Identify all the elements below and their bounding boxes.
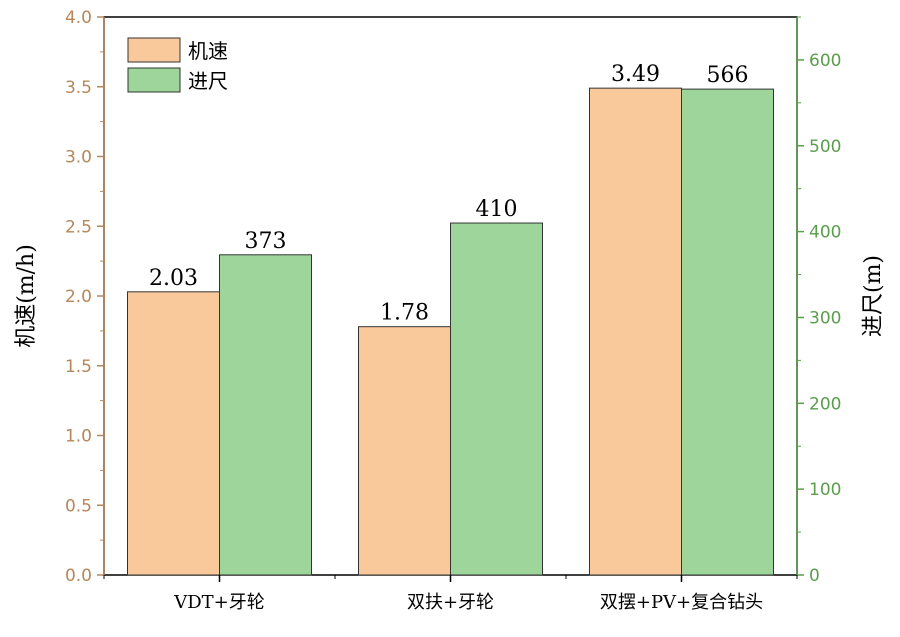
right-tick-label: 500 xyxy=(809,137,841,157)
left-axis-title: 机速(m/h) xyxy=(14,244,39,348)
left-tick-label: 3.0 xyxy=(65,148,92,168)
right-tick-label: 100 xyxy=(809,480,841,500)
bar-footage xyxy=(219,254,312,576)
left-tick-label: 0.5 xyxy=(65,496,92,516)
x-tick-label: 双扶+牙轮 xyxy=(407,592,494,613)
left-tick-label: 4.0 xyxy=(65,8,92,28)
legend-label-speed: 机速 xyxy=(188,39,228,63)
right-axis: 0 100 200 300 400 500 600 xyxy=(796,16,841,586)
bar-footage xyxy=(450,222,543,576)
data-label-footage: 410 xyxy=(476,197,518,222)
legend-label-footage: 进尺 xyxy=(188,69,228,93)
right-axis-title: 进尺(m) xyxy=(861,255,886,337)
legend-swatch-footage xyxy=(127,67,181,93)
legend: 机速 进尺 xyxy=(127,37,228,93)
left-tick-label: 1.5 xyxy=(65,357,92,377)
bar-speed xyxy=(127,291,220,576)
left-tick-label: 0.0 xyxy=(65,566,92,586)
x-tick-label: 双摆+PV+复合钻头 xyxy=(600,592,763,613)
right-tick-label: 0 xyxy=(809,566,820,586)
left-tick-label: 3.5 xyxy=(65,78,92,98)
data-label-speed: 3.49 xyxy=(611,62,660,87)
bar-speed xyxy=(589,87,682,576)
bars xyxy=(127,87,774,576)
bar-footage xyxy=(681,88,774,576)
data-label-footage: 566 xyxy=(707,63,749,88)
legend-swatch-speed xyxy=(127,37,181,63)
left-tick-label: 2.0 xyxy=(65,287,92,307)
data-labels: 2.03 373 1.78 410 3.49 566 xyxy=(149,62,748,326)
left-tick-label: 1.0 xyxy=(65,427,92,447)
x-axis: VDT+牙轮 双扶+牙轮 双摆+PV+复合钻头 xyxy=(103,575,798,613)
data-label-speed: 2.03 xyxy=(149,266,198,291)
x-tick-label: VDT+牙轮 xyxy=(173,592,265,613)
data-label-footage: 373 xyxy=(245,229,287,254)
right-tick-label: 200 xyxy=(809,394,841,414)
right-tick-label: 400 xyxy=(809,223,841,243)
left-axis: 0.0 0.5 1.0 1.5 2.0 2.5 3.0 3.5 4.0 xyxy=(65,8,105,586)
data-label-speed: 1.78 xyxy=(380,301,429,326)
bar-speed xyxy=(358,326,451,576)
right-tick-label: 600 xyxy=(809,51,841,71)
left-tick-label: 2.5 xyxy=(65,217,92,237)
right-tick-label: 300 xyxy=(809,308,841,328)
